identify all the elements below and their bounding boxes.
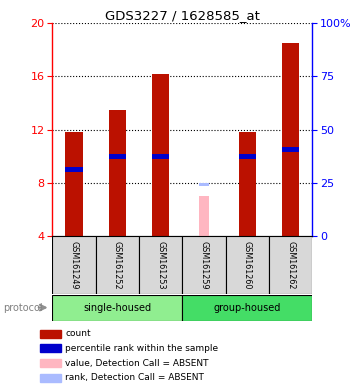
Bar xyxy=(109,154,126,159)
Text: GSM161249: GSM161249 xyxy=(70,241,78,289)
Bar xyxy=(152,74,169,236)
Bar xyxy=(239,132,256,236)
Text: percentile rank within the sample: percentile rank within the sample xyxy=(65,344,218,353)
Bar xyxy=(182,236,226,294)
Bar xyxy=(199,196,209,236)
Text: GSM161252: GSM161252 xyxy=(113,241,122,290)
Bar xyxy=(109,109,126,236)
Bar xyxy=(40,359,61,367)
Bar xyxy=(182,295,312,321)
Bar xyxy=(226,236,269,294)
Text: GSM161253: GSM161253 xyxy=(156,241,165,289)
Bar xyxy=(52,236,96,294)
Bar xyxy=(269,236,312,294)
Bar xyxy=(40,344,61,353)
Text: GSM161260: GSM161260 xyxy=(243,241,252,289)
Bar xyxy=(139,236,182,294)
Bar xyxy=(282,147,299,152)
Bar xyxy=(152,154,169,159)
Text: value, Detection Call = ABSENT: value, Detection Call = ABSENT xyxy=(65,359,209,367)
Bar xyxy=(239,154,256,159)
Text: GSM161259: GSM161259 xyxy=(200,241,208,290)
Text: GSM161262: GSM161262 xyxy=(286,241,295,289)
Bar xyxy=(40,329,61,338)
Text: protocol: protocol xyxy=(4,303,43,313)
Bar xyxy=(282,43,299,236)
Bar xyxy=(52,295,182,321)
Text: rank, Detection Call = ABSENT: rank, Detection Call = ABSENT xyxy=(65,373,204,382)
Text: single-housed: single-housed xyxy=(83,303,151,313)
Bar xyxy=(40,374,61,382)
Bar xyxy=(96,236,139,294)
Text: count: count xyxy=(65,329,91,338)
Bar xyxy=(65,132,83,236)
Text: group-housed: group-housed xyxy=(214,303,281,313)
Title: GDS3227 / 1628585_at: GDS3227 / 1628585_at xyxy=(105,9,260,22)
Bar xyxy=(65,167,83,172)
Bar xyxy=(199,182,209,186)
